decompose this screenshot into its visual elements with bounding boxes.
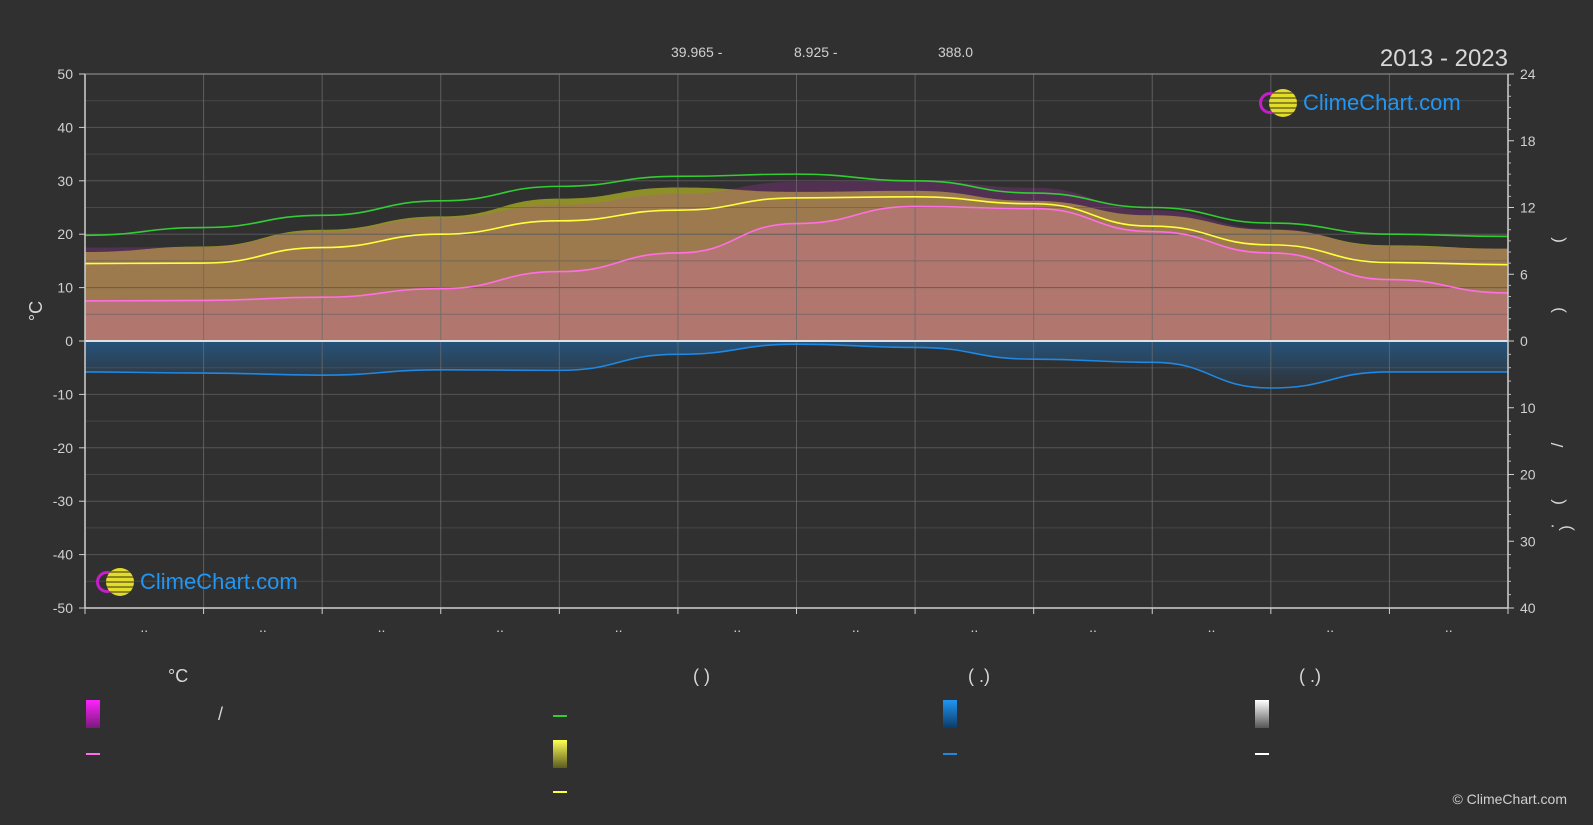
logo-text: ClimeChart.com xyxy=(1303,90,1461,115)
y-tick-label-right-bottom: 20 xyxy=(1520,467,1536,483)
y-axis-label-right-mark: ) xyxy=(1548,307,1567,313)
y-tick-label-left: 50 xyxy=(57,66,73,82)
y-tick-label-left: -30 xyxy=(53,493,73,509)
mean-temp-line xyxy=(84,205,1509,302)
x-tick-label: .. xyxy=(852,619,860,635)
y-tick-label-left: 0 xyxy=(65,333,73,349)
legend-slash: / xyxy=(218,704,224,724)
logo-sun-icon xyxy=(1269,89,1297,117)
y-tick-label-left: 10 xyxy=(57,280,73,296)
legend-temp-range-swatch xyxy=(86,700,100,728)
y-tick-label-right-bottom: 30 xyxy=(1520,533,1536,549)
daylight-line xyxy=(84,173,1509,238)
x-tick-label: .. xyxy=(496,619,504,635)
x-tick-label: .. xyxy=(378,619,386,635)
x-tick-label: .. xyxy=(1089,619,1097,635)
y-tick-label-right-top: 12 xyxy=(1520,200,1536,216)
y-tick-label-left: -50 xyxy=(53,600,73,616)
x-tick-label: .. xyxy=(1326,619,1334,635)
legend-heading-snow: ( .) xyxy=(1299,666,1321,686)
x-tick-label: .. xyxy=(140,619,148,635)
y-tick-label-left: -40 xyxy=(53,547,73,563)
legend-sunshine-swatch xyxy=(553,740,567,768)
y-tick-label-left: 40 xyxy=(57,119,73,135)
legend-rain-swatch xyxy=(943,700,957,728)
y-tick-label-right-top: 18 xyxy=(1520,133,1536,149)
y-axis-label-left: °C xyxy=(26,301,46,321)
logo-text: ClimeChart.com xyxy=(140,569,298,594)
legend-heading-sunshine: ( ) xyxy=(693,666,710,686)
y-axis-label-right-mark: · xyxy=(1542,523,1561,529)
max-temp-line xyxy=(84,196,1509,266)
x-tick-label: .. xyxy=(1208,619,1216,635)
copyright: © ClimeChart.com xyxy=(1452,791,1567,807)
y-tick-label-left: 30 xyxy=(57,173,73,189)
y-axis-label-right-mark: ( xyxy=(1548,237,1567,243)
y-tick-label-right-bottom: 10 xyxy=(1520,400,1536,416)
x-tick-label: .. xyxy=(259,619,267,635)
info-longitude: 8.925 - xyxy=(794,44,838,60)
y-tick-label-left: -10 xyxy=(53,386,73,402)
x-tick-label: .. xyxy=(970,619,978,635)
y-tick-label-right-bottom: 40 xyxy=(1520,600,1536,616)
y-tick-label-right-top: 6 xyxy=(1520,266,1528,282)
y-tick-label-right-top: 0 xyxy=(1520,333,1528,349)
x-tick-label: .. xyxy=(733,619,741,635)
year-range: 2013 - 2023 xyxy=(1379,45,1508,72)
x-tick-label: .. xyxy=(1445,619,1453,635)
info-latitude: 39.965 - xyxy=(671,44,723,60)
precipitation-line xyxy=(84,343,1508,389)
logo-top[interactable]: ClimeChart.com xyxy=(1259,89,1461,117)
legend-heading-rain: ( .) xyxy=(968,666,990,686)
logo-sun-icon xyxy=(106,568,134,596)
info-elevation: 388.0 xyxy=(938,44,974,60)
legend-heading-temperature: °C xyxy=(168,666,189,686)
logo-bottom[interactable]: ClimeChart.com xyxy=(96,568,298,596)
y-tick-label-left: 20 xyxy=(57,226,73,242)
y-tick-label-right-top: 24 xyxy=(1520,66,1536,82)
y-axis-label-right-mark: ( xyxy=(1548,499,1567,505)
x-tick-label: .. xyxy=(615,619,623,635)
y-axis-label-right-mark: / xyxy=(1548,442,1567,447)
y-axis-label-right-mark: ) xyxy=(1556,525,1575,531)
y-tick-label-left: -20 xyxy=(53,440,73,456)
legend-snow-swatch xyxy=(1255,700,1269,728)
